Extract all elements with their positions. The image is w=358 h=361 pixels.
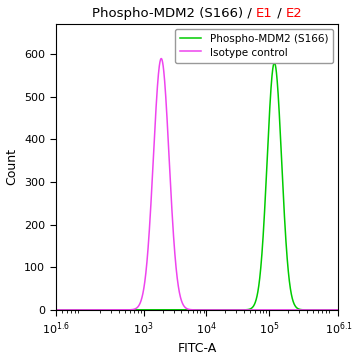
X-axis label: FITC-A: FITC-A xyxy=(178,343,217,356)
Legend: Phospho-MDM2 (S166), Isotype control: Phospho-MDM2 (S166), Isotype control xyxy=(175,29,333,63)
Text: E1: E1 xyxy=(256,6,273,19)
Text: E2: E2 xyxy=(286,6,303,19)
Text: /: / xyxy=(273,6,286,19)
Y-axis label: Count: Count xyxy=(6,148,19,185)
Text: Phospho-MDM2 (S166) /: Phospho-MDM2 (S166) / xyxy=(92,6,256,19)
